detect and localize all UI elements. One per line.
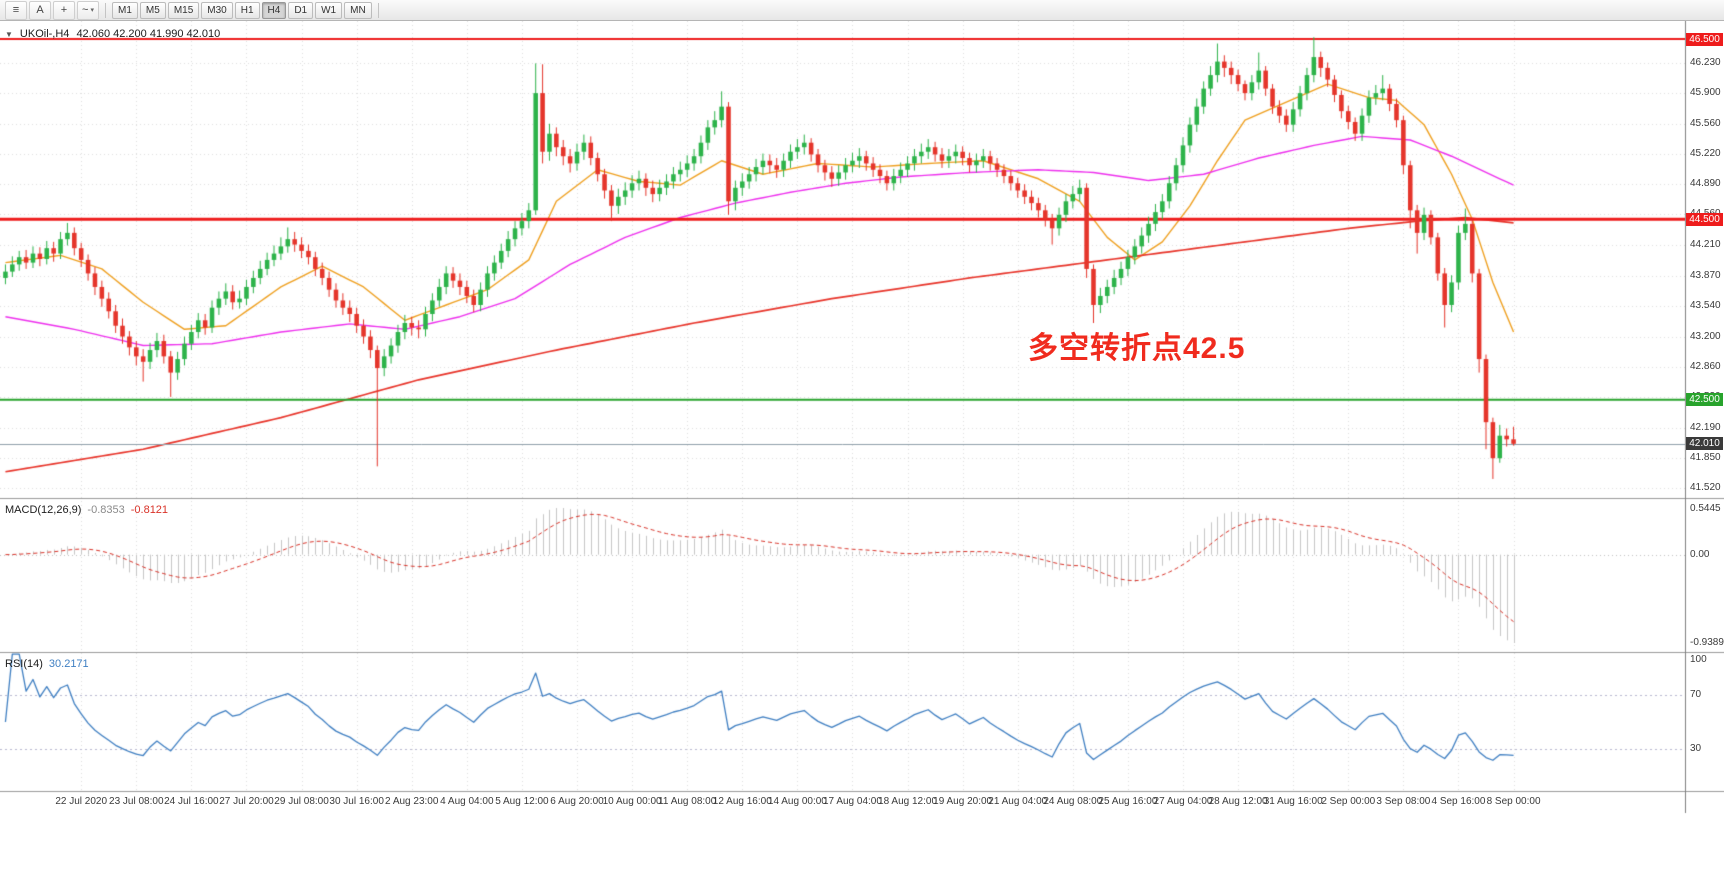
timeframe-button-m30[interactable]: M30 [201, 1, 233, 19]
crosshair-tool-icon[interactable]: + [53, 0, 75, 20]
time-axis-label: 17 Aug 04:00 [822, 796, 882, 807]
drawing-tool-icon[interactable]: ~ ▾ [77, 0, 99, 20]
time-axis-label: 29 Jul 08:00 [274, 796, 329, 807]
chart-annotation-text: 多空转折点42.5 [1028, 332, 1246, 365]
time-axis-label: 12 Aug 16:00 [712, 796, 772, 807]
time-axis-label: 21 Aug 04:00 [988, 796, 1048, 807]
time-axis-label: 2 Sep 00:00 [1321, 796, 1376, 807]
price-tick-label: 46.230 [1690, 57, 1721, 69]
time-axis-label: 10 Aug 00:00 [602, 796, 662, 807]
chart-canvas[interactable] [0, 21, 1724, 893]
timeframe-button-mn[interactable]: MN [344, 1, 372, 19]
time-axis-label: 31 Aug 16:00 [1263, 796, 1323, 807]
macd-main-value: -0.8353 [87, 504, 125, 516]
time-axis-label: 30 Jul 16:00 [329, 796, 384, 807]
time-axis-label: 28 Aug 12:00 [1208, 796, 1268, 807]
price-tick-label: 43.200 [1690, 330, 1721, 342]
timeframe-button-h1[interactable]: H1 [234, 1, 260, 19]
rsi-label: RSI(14) 30.2171 [5, 658, 89, 670]
timeframe-button-w1[interactable]: W1 [315, 1, 343, 19]
rsi-name: RSI(14) [5, 658, 43, 670]
toolbar: ≡ A + ~ ▾ M1 M5 M15 M30 H1 H4 D1 W1 MN [0, 0, 1724, 21]
time-axis-label: 24 Aug 08:00 [1043, 796, 1103, 807]
rsi-value: 30.2171 [48, 658, 89, 670]
macd-axis-label: -0.9389 [1690, 637, 1724, 648]
price-tick-label: 44.210 [1690, 239, 1721, 251]
price-level-tag: 44.500 [1686, 212, 1723, 226]
timeframe-button-m15[interactable]: M15 [167, 1, 200, 19]
time-axis-label: 24 Jul 16:00 [164, 796, 219, 807]
toolbar-icons: ≡ A + ~ ▾ [4, 0, 100, 20]
timeframe-group: M1 M5 M15 M30 H1 H4 D1 W1 MN [111, 1, 373, 19]
timeframe-button-m5[interactable]: M5 [139, 1, 166, 19]
time-axis-label: 23 Jul 08:00 [109, 796, 164, 807]
time-axis-label: 14 Aug 00:00 [767, 796, 827, 807]
price-tick-label: 43.870 [1690, 270, 1721, 282]
rsi-axis-label: 30 [1690, 743, 1702, 755]
rsi-axis-label: 100 [1690, 654, 1707, 665]
timeframe-button-h4[interactable]: H4 [261, 1, 287, 19]
time-axis-label: 25 Aug 16:00 [1098, 796, 1158, 807]
timeframe-button-m1[interactable]: M1 [112, 1, 138, 19]
time-axis-label: 27 Aug 04:00 [1153, 796, 1213, 807]
timeframe-button-d1[interactable]: D1 [288, 1, 314, 19]
time-axis-label: 18 Aug 12:00 [878, 796, 938, 807]
macd-axis-label: 0.00 [1690, 548, 1710, 560]
one-click-trading-collapse-icon[interactable]: ▼ [5, 29, 13, 39]
price-tick-label: 42.860 [1690, 361, 1721, 373]
rsi-axis-label: 70 [1690, 688, 1702, 700]
price-tick-label: 42.190 [1690, 421, 1721, 433]
chart-root: ▼ UKOil-,H4 42.060 42.200 41.990 42.010 … [0, 21, 1724, 893]
time-axis-label: 11 Aug 08:00 [658, 796, 717, 807]
time-axis-label: 19 Aug 20:00 [933, 796, 993, 807]
macd-label: MACD(12,26,9) -0.8353 -0.8121 [5, 504, 168, 516]
symbol-ohlc: 42.060 42.200 41.990 42.010 [76, 28, 221, 40]
time-axis-label: 3 Sep 08:00 [1376, 796, 1431, 807]
symbol-name: UKOil-,H4 [19, 28, 70, 40]
macd-signal-value: -0.8121 [130, 504, 169, 516]
time-axis-label: 8 Sep 00:00 [1486, 796, 1541, 807]
price-tick-label: 41.520 [1690, 481, 1721, 493]
symbol-title: ▼ UKOil-,H4 42.060 42.200 41.990 42.010 [5, 28, 220, 40]
price-level-tag: 46.500 [1686, 32, 1723, 46]
time-axis-label: 4 Sep 16:00 [1431, 796, 1486, 807]
time-axis-label: 22 Jul 2020 [55, 796, 108, 807]
time-axis-label: 2 Aug 23:00 [385, 796, 439, 807]
toolbar-separator [105, 2, 106, 18]
chart-window-icon[interactable]: ≡ [5, 0, 27, 20]
price-tick-label: 45.560 [1690, 117, 1721, 129]
price-tick-label: 43.540 [1690, 299, 1721, 311]
price-tick-label: 44.890 [1690, 178, 1721, 190]
price-tick-label: 45.900 [1690, 87, 1721, 99]
cursor-tool-icon[interactable]: A [29, 0, 51, 20]
price-tick-label: 45.220 [1690, 148, 1721, 160]
price-tick-label: 41.850 [1690, 452, 1721, 464]
time-axis-label: 6 Aug 20:00 [550, 796, 604, 807]
time-axis-label: 5 Aug 12:00 [495, 796, 549, 807]
price-level-tag: 42.500 [1686, 393, 1723, 407]
time-axis-label: 4 Aug 04:00 [440, 796, 494, 807]
time-axis-label: 27 Jul 20:00 [219, 796, 274, 807]
toolbar-separator-2 [377, 2, 379, 18]
current-price-tag: 42.010 [1686, 437, 1723, 451]
macd-axis-label: 0.5445 [1690, 503, 1721, 514]
macd-name: MACD(12,26,9) [5, 504, 82, 516]
dropdown-caret-icon: ▾ [90, 7, 94, 14]
